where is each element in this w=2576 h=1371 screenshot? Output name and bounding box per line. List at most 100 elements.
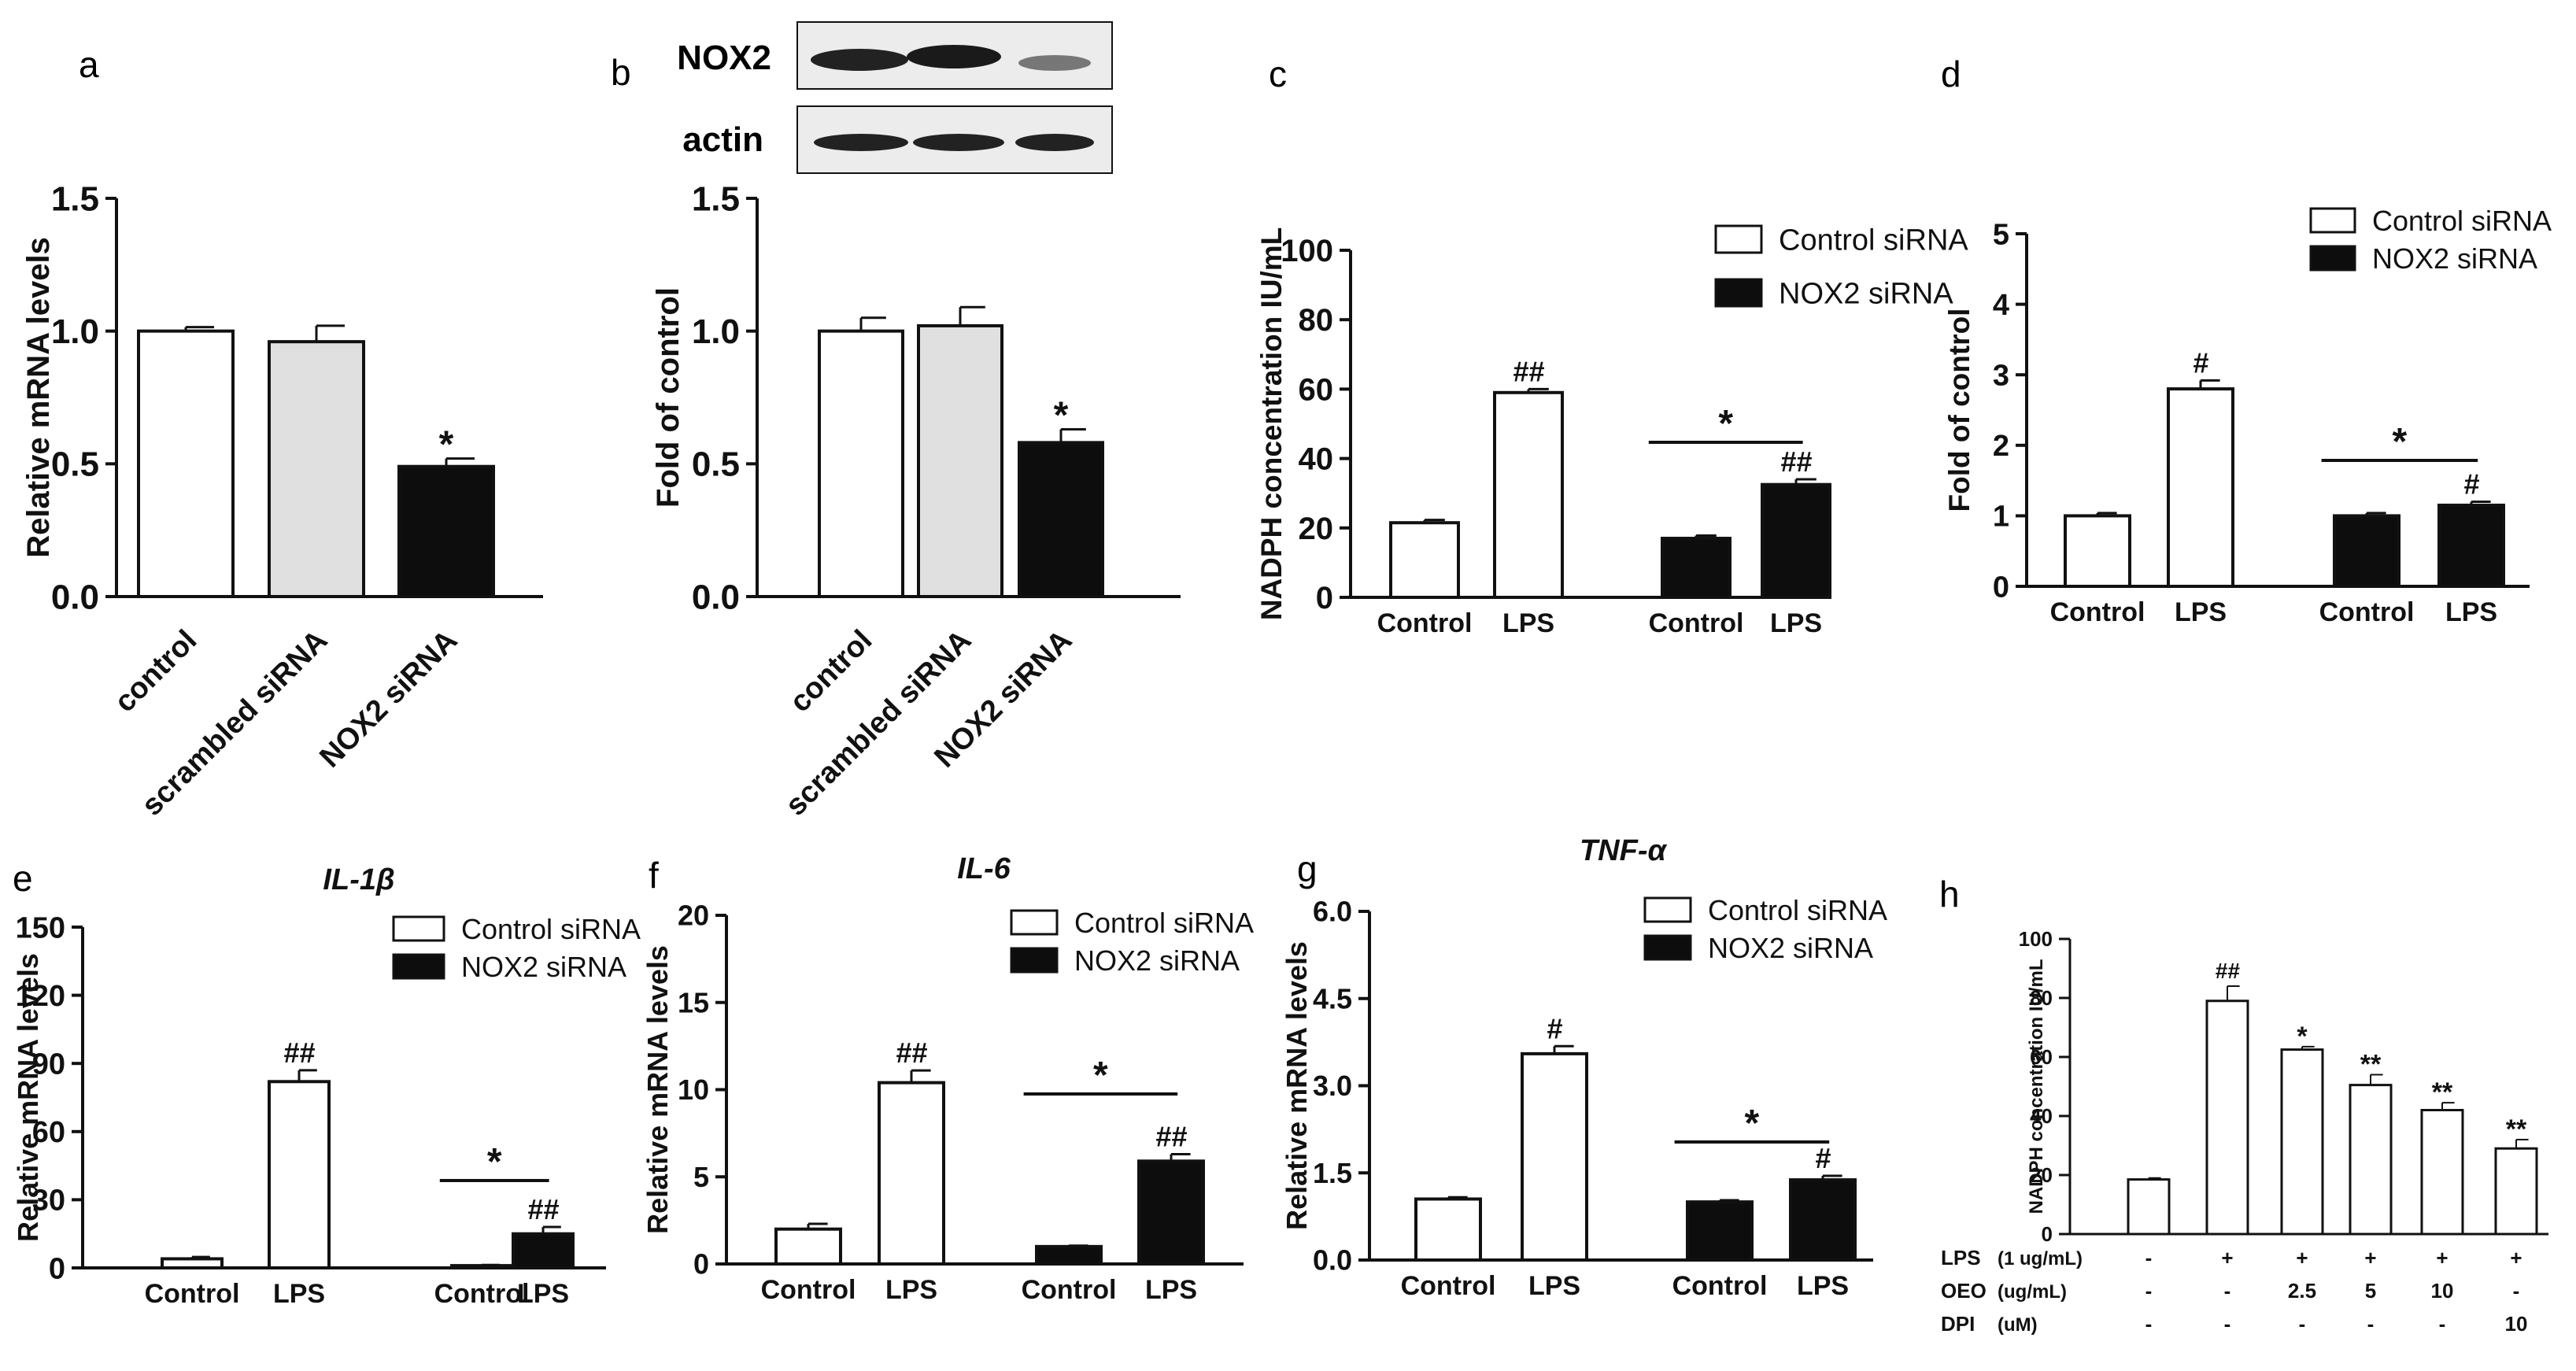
bar-f-4 [1137, 1159, 1205, 1266]
bracket-mark-c: * [1718, 403, 1733, 445]
condition-cell-h: + [2510, 1246, 2522, 1269]
condition-cell-h: + [2221, 1246, 2233, 1269]
y-tick-label-h: 100 [2019, 927, 2053, 951]
legend-label-f: Control siRNA [1074, 907, 1254, 939]
blot-band-actin-1 [814, 134, 908, 151]
condition-cell-h: - [2145, 1279, 2153, 1303]
condition-row-label-h: LPS [1941, 1246, 1981, 1269]
legend-label-g: Control siRNA [1708, 894, 1887, 926]
legend-swatch-g [1643, 896, 1692, 923]
blot-band-nox2-3 [1018, 55, 1091, 71]
legend-swatch-d [2309, 207, 2356, 234]
bar-h-2 [2205, 1000, 2249, 1236]
y-axis-label-a: Relative mRNA levels [21, 237, 56, 558]
bar-h-1 [2127, 1178, 2171, 1236]
y-tick-label-c: 60 [1299, 372, 1334, 407]
condition-cell-h: - [2367, 1312, 2375, 1336]
y-tick-label-d: 3 [1993, 360, 2009, 393]
y-tick-label-a: 0.5 [51, 445, 99, 484]
bracket-mark-f: * [1093, 1055, 1108, 1096]
y-tick-label-c: 0 [1316, 581, 1333, 615]
legend-label-f: NOX2 siRNA [1074, 944, 1240, 977]
y-tick-label-a: 1.5 [51, 179, 99, 218]
bar-a-2 [268, 340, 365, 598]
x-tick-label-c: Control [1377, 608, 1473, 638]
bar-f-3 [1035, 1244, 1103, 1266]
condition-cell-h: - [2439, 1312, 2446, 1336]
bar-a-1 [137, 329, 235, 598]
y-tick-label-c: 20 [1299, 512, 1334, 546]
y-tick-label-c: 40 [1299, 442, 1334, 477]
legend-swatch-g [1643, 934, 1692, 961]
bar-d-3 [2333, 514, 2400, 589]
condition-cell-h: - [2299, 1312, 2306, 1336]
x-tick-label-f: LPS [885, 1275, 937, 1305]
y-tick-label-a: 0.0 [51, 578, 99, 616]
legend-swatch-e [392, 953, 445, 980]
y-tick-label-d: 5 [1993, 218, 2009, 251]
y-tick-label-b: 1.0 [692, 312, 740, 351]
bar-d-1 [2064, 514, 2131, 589]
x-tick-label-d: LPS [2175, 597, 2227, 627]
x-tick-label-d: Control [2050, 597, 2145, 627]
bar-c-3 [1661, 537, 1732, 600]
x-tick-label-g: LPS [1797, 1271, 1849, 1301]
condition-row-label-h: DPI [1941, 1312, 1975, 1336]
significance-mark-c-2: ## [1513, 355, 1544, 387]
y-tick-label-c: 80 [1299, 303, 1334, 338]
y-tick-label-h: 60 [2030, 1045, 2053, 1069]
y-tick-label-g: 6.0 [1313, 896, 1352, 928]
x-tick-label-c: Control [1649, 608, 1744, 638]
y-tick-label-f: 15 [678, 986, 709, 1018]
blot-band-actin-2 [913, 134, 1004, 151]
legend-label-c: Control siRNA [1779, 224, 1968, 257]
x-tick-label-f: Control [761, 1275, 856, 1305]
significance-mark-h-4: ** [2360, 1050, 2382, 1080]
y-tick-label-e: 60 [32, 1116, 65, 1149]
y-tick-label-h: 80 [2030, 986, 2053, 1010]
significance-mark-e-4: ## [527, 1193, 559, 1225]
y-tick-label-d: 0 [1993, 571, 2009, 604]
blot-label-nox2: NOX2 [677, 39, 771, 77]
condition-row-unit-h: (ug/mL) [1998, 1281, 2067, 1303]
y-axis-label-c: NADPH concentration IU/mL [1255, 227, 1288, 621]
y-tick-label-f: 0 [693, 1248, 709, 1280]
bar-e-4 [512, 1232, 575, 1269]
legend-label-g: NOX2 siRNA [1708, 932, 1873, 964]
x-tick-label-b: scrambled siRNA [779, 624, 978, 822]
legend-swatch-e [392, 915, 445, 942]
significance-mark-c-4: ## [1780, 445, 1812, 478]
blot-label-actin: actin [682, 120, 763, 159]
chart-panel-h: 0 20 40 60 80 100 NADPH concentration IU/mL ## *… [1941, 927, 2548, 1336]
y-axis-label-d: Fold of control [1943, 309, 1975, 512]
y-axis-label-h: NADPH concentration IU/mL [2026, 959, 2047, 1214]
y-tick-label-b: 0.0 [692, 578, 740, 616]
x-tick-label-f: LPS [1145, 1275, 1197, 1305]
x-tick-label-g: Control [1672, 1271, 1768, 1301]
significance-mark-f-4: ## [1155, 1120, 1187, 1152]
condition-cell-h: + [2436, 1246, 2448, 1269]
significance-mark-h-5: ** [2432, 1077, 2453, 1107]
bar-b-3 [1018, 441, 1104, 599]
y-tick-label-c: 100 [1281, 234, 1333, 268]
bar-h-6 [2494, 1147, 2538, 1236]
bar-b-2 [917, 323, 1003, 598]
x-tick-label-c: LPS [1502, 608, 1554, 638]
y-axis-label-b: Fold of control [651, 287, 686, 508]
condition-cell-h: + [2296, 1246, 2308, 1269]
y-tick-label-e: 90 [32, 1048, 65, 1081]
condition-cell-h: - [2224, 1279, 2231, 1303]
x-tick-label-g: LPS [1528, 1271, 1580, 1301]
y-tick-label-g: 1.5 [1313, 1157, 1352, 1189]
bar-d-4 [2437, 503, 2505, 589]
panel-letter-a: a [79, 44, 99, 85]
x-tick-label-e: LPS [273, 1279, 325, 1309]
condition-cell-h: 5 [2365, 1279, 2376, 1303]
y-tick-label-d: 1 [1993, 501, 2009, 534]
chart-title-g: TNF-α [1580, 834, 1668, 867]
y-tick-label-b: 1.5 [692, 179, 740, 218]
legend-swatch-c [1714, 224, 1763, 254]
chart-title-e: IL-1β [323, 863, 394, 896]
y-axis-label-e: Relative mRNA levels [12, 953, 44, 1242]
